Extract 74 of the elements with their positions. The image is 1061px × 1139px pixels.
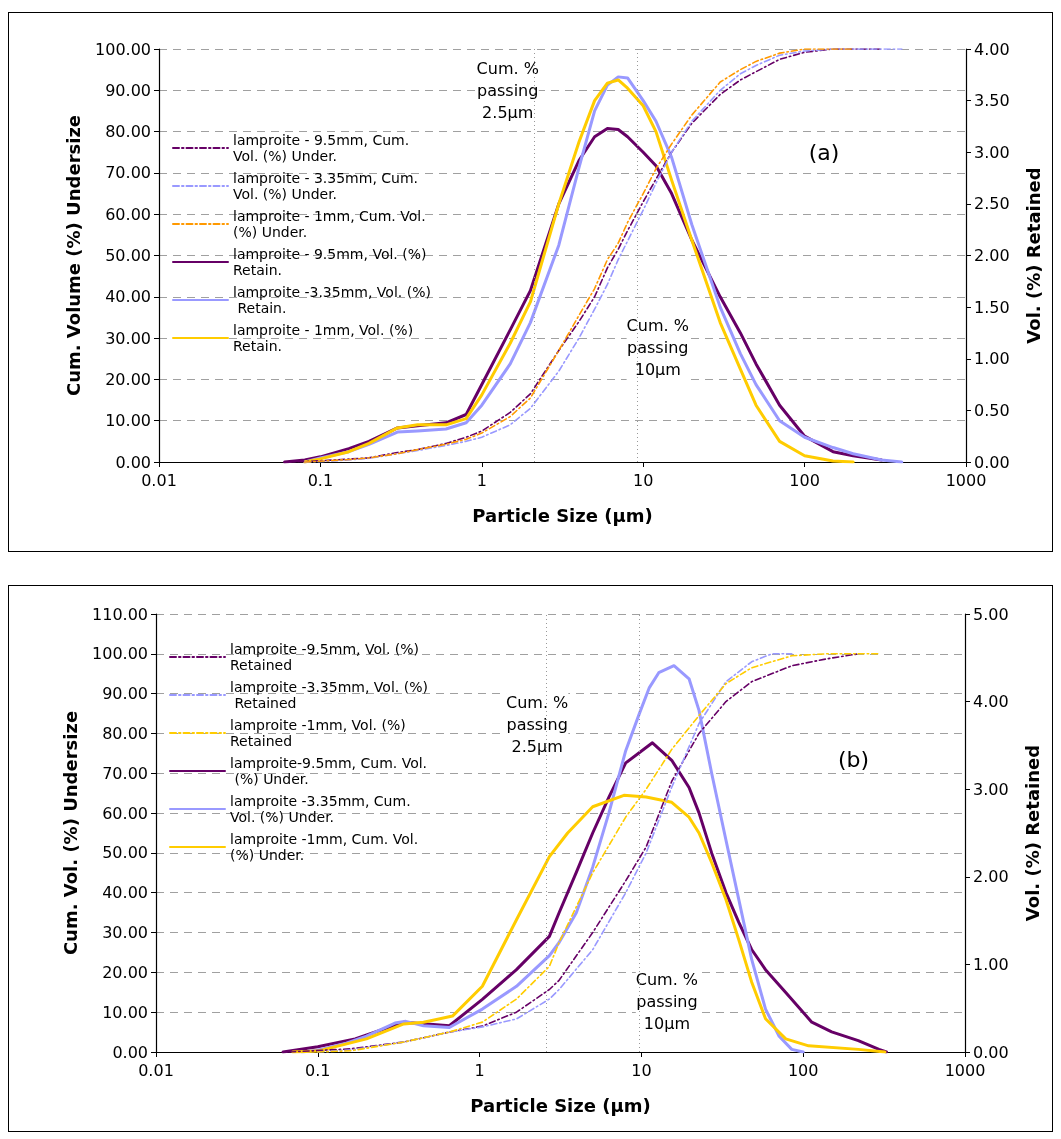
y-tick-label: 100.00	[95, 39, 151, 59]
y2-tick-label: 3.00	[974, 142, 1010, 162]
legend-label: lamproite -1mm, Vol. (%) Retained	[230, 717, 411, 749]
x-tick-label: 1	[474, 1060, 485, 1080]
legend-label: lamproite - 3.35mm, Cum. Vol. (%) Under.	[233, 170, 423, 202]
y2-tick-label: 4.00	[974, 39, 1010, 59]
y-tick-label: 50.00	[105, 246, 151, 265]
y2-tick-label: 0.50	[974, 400, 1010, 420]
legend-label: lamproite - 9.5mm, Cum. Vol. (%) Under.	[233, 132, 414, 164]
legend-label: lamproite -3.35mm, Cum. Vol. (%) Under.	[230, 793, 416, 825]
y-tick-label: 90.00	[105, 80, 151, 100]
y2-axis-title: Vol. (%) Retained	[1022, 167, 1044, 344]
legend-label: lamproite-9.5mm, Cum. Vol. (%) Under.	[230, 755, 428, 787]
y-tick-label: 0.00	[115, 452, 151, 472]
x-tick-label: 10	[631, 1060, 652, 1080]
annotation: (b)	[837, 746, 870, 772]
y-tick-label: 40.00	[102, 883, 148, 903]
y2-tick-label: 3.00	[973, 779, 1009, 799]
legend-label: lamproite - 1mm, Cum. Vol. (%) Under.	[233, 208, 431, 240]
y-tick-label: 10.00	[102, 1002, 148, 1022]
y-tick-label: 80.00	[102, 723, 148, 743]
annotation: Cum. % passing 2.5µm	[506, 692, 569, 756]
y2-axis-title: Vol. (%) Retained	[1021, 744, 1043, 922]
y-tick-label: 0.00	[112, 1042, 148, 1062]
y-tick-label: 70.00	[102, 763, 148, 783]
y-tick-label: 70.00	[105, 163, 151, 183]
y-tick-label: 110.00	[92, 604, 148, 624]
y-tick-label: 80.00	[105, 122, 151, 142]
y2-tick-label: 4.00	[973, 692, 1009, 712]
y2-tick-label: 2.00	[973, 867, 1009, 887]
y2-tick-label: 3.50	[974, 91, 1010, 111]
x-tick-label: 0.01	[138, 1060, 174, 1080]
x-axis-title: Particle Size (µm)	[470, 1094, 651, 1116]
y2-tick-label: 0.00	[973, 1042, 1009, 1062]
legend-label: lamproite - 1mm, Vol. (%) Retain.	[233, 322, 418, 354]
y-tick-label: 90.00	[102, 684, 148, 704]
y-tick-label: 100.00	[92, 644, 148, 664]
y-tick-label: 20.00	[102, 962, 148, 982]
x-tick-label: 0.1	[307, 470, 334, 490]
y-tick-label: 30.00	[102, 923, 148, 943]
y-tick-label: 20.00	[105, 369, 151, 389]
legend-label: lamproite -3.35mm, Vol. (%) Retain.	[233, 284, 431, 316]
annotation: Cum. % passing 10µm	[626, 316, 689, 380]
x-tick-label: 1000	[944, 1060, 986, 1080]
y-tick-label: 30.00	[105, 328, 151, 348]
legend-label: lamproite -9.5mm, Vol. (%) Retained	[230, 641, 424, 673]
y2-tick-label: 1.50	[974, 297, 1010, 317]
y-tick-label: 10.00	[105, 411, 151, 431]
x-tick-label: 10	[633, 470, 654, 490]
y-tick-label: 60.00	[102, 803, 148, 823]
x-tick-label: 0.01	[141, 470, 177, 490]
x-tick-label: 1	[476, 470, 487, 490]
legend-label: lamproite -1mm, Cum. Vol. (%) Under.	[230, 831, 423, 863]
annotation: Cum. % passing 10µm	[635, 969, 699, 1033]
y2-tick-label: 2.00	[974, 246, 1010, 265]
annotation: (a)	[808, 140, 840, 166]
y-tick-label: 60.00	[105, 204, 151, 224]
x-tick-label: 100	[787, 1060, 819, 1080]
y2-tick-label: 0.00	[974, 452, 1010, 472]
x-tick-label: 0.1	[305, 1060, 331, 1080]
y2-tick-label: 1.00	[974, 349, 1010, 369]
y-tick-label: 50.00	[102, 843, 148, 863]
legend-label: lamproite -3.35mm, Vol. (%) Retained	[230, 679, 428, 711]
y2-tick-label: 5.00	[973, 604, 1009, 624]
x-axis-title: Particle Size (µm)	[472, 504, 653, 526]
y-axis-title: Cum. Vol. (%) Undersize	[59, 710, 81, 956]
legend-label: lamproite - 9.5mm, Vol. (%) Retain.	[233, 246, 431, 278]
y2-tick-label: 2.50	[974, 194, 1010, 214]
annotation: Cum. % passing 2.5µm	[476, 59, 539, 122]
x-tick-label: 100	[789, 470, 820, 490]
y2-tick-label: 1.00	[973, 954, 1009, 974]
x-tick-label: 1000	[945, 470, 987, 490]
y-tick-label: 40.00	[105, 287, 151, 307]
y-axis-title: Cum. Volume (%) Undersize	[62, 114, 84, 397]
